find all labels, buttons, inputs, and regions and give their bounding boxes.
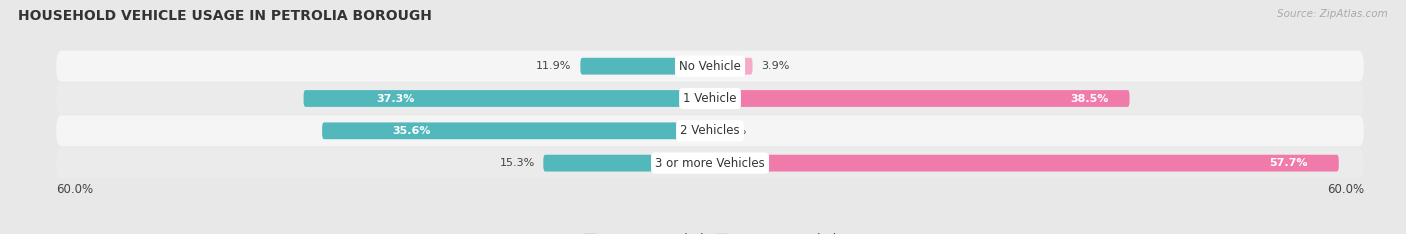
FancyBboxPatch shape [710,58,752,75]
Text: 15.3%: 15.3% [499,158,534,168]
Text: 35.6%: 35.6% [392,126,430,136]
FancyBboxPatch shape [322,122,710,139]
Text: 37.3%: 37.3% [377,94,415,103]
Text: Source: ZipAtlas.com: Source: ZipAtlas.com [1277,9,1388,19]
Text: 57.7%: 57.7% [1268,158,1308,168]
FancyBboxPatch shape [56,51,1364,82]
FancyBboxPatch shape [543,155,710,172]
Legend: Owner-occupied, Renter-occupied: Owner-occupied, Renter-occupied [578,228,842,234]
FancyBboxPatch shape [304,90,710,107]
FancyBboxPatch shape [581,58,710,75]
Text: 3.9%: 3.9% [761,61,790,71]
FancyBboxPatch shape [710,90,1129,107]
Text: 38.5%: 38.5% [1070,94,1108,103]
Text: 60.0%: 60.0% [56,183,93,196]
FancyBboxPatch shape [56,115,1364,146]
Text: 60.0%: 60.0% [1327,183,1364,196]
FancyBboxPatch shape [710,155,1339,172]
Text: 0.0%: 0.0% [718,126,747,136]
Text: 2 Vehicles: 2 Vehicles [681,124,740,137]
FancyBboxPatch shape [56,83,1364,114]
FancyBboxPatch shape [56,148,1364,179]
Text: No Vehicle: No Vehicle [679,60,741,73]
Text: 1 Vehicle: 1 Vehicle [683,92,737,105]
Text: 3 or more Vehicles: 3 or more Vehicles [655,157,765,170]
Text: HOUSEHOLD VEHICLE USAGE IN PETROLIA BOROUGH: HOUSEHOLD VEHICLE USAGE IN PETROLIA BORO… [18,9,432,23]
Text: 11.9%: 11.9% [536,61,572,71]
